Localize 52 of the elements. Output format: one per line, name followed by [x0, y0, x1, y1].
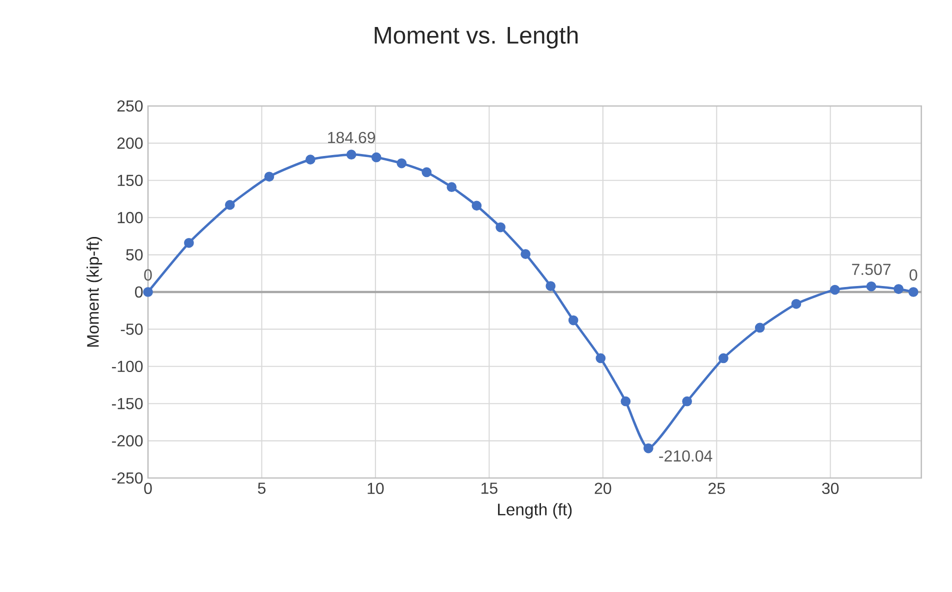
y-tick-label: -50 — [120, 324, 143, 335]
point — [568, 315, 578, 326]
point — [620, 396, 631, 406]
x-tick-label: 25 — [708, 482, 725, 494]
data-label: 7.507 — [852, 264, 891, 276]
point — [472, 200, 482, 211]
point — [143, 287, 153, 297]
x-tick-label: 0 — [144, 482, 152, 494]
y-tick-label: 200 — [117, 138, 143, 149]
point — [496, 222, 506, 232]
point — [422, 167, 432, 178]
x-axis-title: Length (ft) — [498, 503, 572, 519]
x-tick-label: 15 — [481, 482, 498, 494]
point — [830, 284, 840, 295]
point — [643, 443, 654, 454]
point — [791, 298, 802, 309]
point — [894, 284, 904, 294]
point — [371, 152, 382, 162]
x-tick-label: 30 — [822, 482, 839, 494]
y-tick-label: 0 — [135, 286, 143, 298]
point — [682, 396, 692, 406]
x-tick-label: 10 — [368, 482, 384, 494]
x-tick-label: 20 — [594, 482, 612, 494]
point — [396, 158, 407, 168]
point — [520, 249, 531, 259]
y-tick-label: 250 — [117, 100, 143, 112]
y-axis-title: Moment (kip-ft) — [86, 237, 102, 347]
y-tick-label: 150 — [118, 174, 143, 186]
y-tick-label: 100 — [118, 212, 143, 224]
y-tick-label: 50 — [126, 249, 143, 260]
point — [305, 154, 316, 164]
point — [346, 150, 356, 160]
point — [224, 200, 235, 210]
data-label: 184.69 — [328, 132, 376, 144]
point — [866, 281, 876, 292]
y-tick-label: -100 — [112, 360, 143, 372]
point — [264, 172, 274, 182]
y-tick-label: -200 — [112, 435, 143, 446]
data-label: 0 — [910, 269, 918, 281]
point — [546, 281, 556, 291]
chart-title: Moment vs. Length — [374, 26, 578, 49]
y-tick-label: -250 — [112, 472, 143, 484]
point — [908, 287, 918, 297]
point — [446, 182, 457, 192]
point — [596, 353, 606, 364]
point — [754, 322, 765, 333]
data-label: 0 — [144, 269, 152, 281]
point — [718, 353, 728, 364]
y-tick-label: -150 — [112, 398, 143, 410]
x-tick-label: 5 — [258, 482, 266, 494]
point — [184, 238, 194, 248]
data-label: -210.04 — [659, 450, 712, 462]
